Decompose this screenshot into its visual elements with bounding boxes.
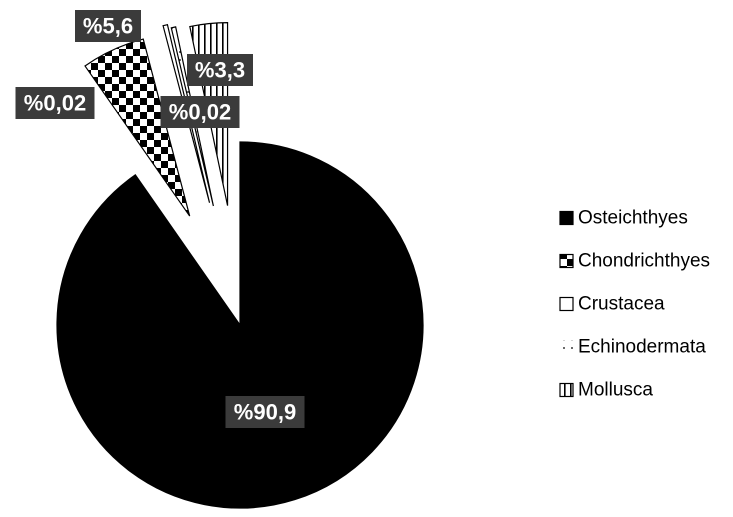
legend-entry-chondrichthyes: Chondrichthyes bbox=[559, 251, 710, 272]
data-label-text: %90,9 bbox=[234, 400, 296, 425]
slices-layer bbox=[56, 22, 424, 509]
data-label-text: %0,02 bbox=[24, 91, 86, 116]
legend-swatch bbox=[559, 296, 574, 312]
pie-slice-chondrichthyes bbox=[84, 38, 191, 217]
legend-entry-mollusca: Mollusca bbox=[559, 380, 653, 401]
data-label-text: %3,3 bbox=[195, 58, 245, 83]
legend-label: Crustacea bbox=[578, 294, 665, 315]
legend-label: Mollusca bbox=[578, 380, 653, 401]
data-label-echinodermata: %0,02 bbox=[15, 87, 95, 119]
data-label-mollusca: %3,3 bbox=[187, 54, 253, 86]
legend-swatch bbox=[559, 210, 574, 226]
legend-entry-crustacea: Crustacea bbox=[559, 294, 665, 315]
data-label-box bbox=[15, 87, 95, 119]
legend-label: Chondrichthyes bbox=[578, 251, 710, 272]
legend-label: Echinodermata bbox=[578, 337, 706, 358]
data-label-box bbox=[225, 396, 305, 428]
legend-swatch bbox=[559, 382, 574, 398]
data-labels-layer: %90,9 %5,6 %0,02 %0,02 %3,3 bbox=[15, 10, 305, 428]
data-label-text: %5,6 bbox=[83, 14, 133, 39]
legend-entry-echinodermata: Echinodermata bbox=[560, 337, 706, 358]
data-label-osteichthyes: %90,9 bbox=[225, 396, 305, 428]
legend-label: Osteichthyes bbox=[578, 208, 688, 229]
data-label-crustacea: %0,02 bbox=[160, 96, 240, 128]
data-label-box bbox=[160, 96, 240, 128]
pie-slice-osteichthyes bbox=[56, 141, 424, 509]
legend-entry-osteichthyes: Osteichthyes bbox=[559, 208, 688, 229]
legend: Osteichthyes Chondrichthyes Crustacea Echin… bbox=[559, 208, 710, 401]
legend-swatch bbox=[560, 340, 573, 354]
data-label-box bbox=[187, 54, 253, 86]
legend-swatch bbox=[559, 253, 574, 269]
data-label-text: %0,02 bbox=[169, 100, 231, 125]
data-label-chondrichthyes: %5,6 bbox=[75, 10, 141, 42]
data-label-box bbox=[75, 10, 141, 42]
